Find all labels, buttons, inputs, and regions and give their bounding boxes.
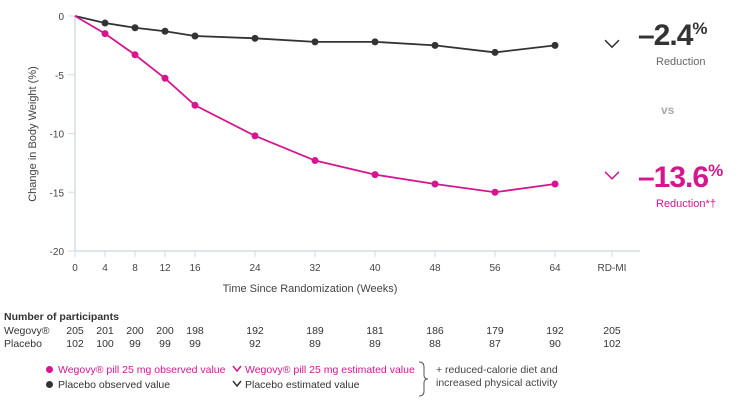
x-tick-label: 8 (132, 263, 138, 274)
legend-label: Placebo observed value (58, 379, 171, 391)
x-tick-label: 48 (429, 263, 441, 274)
data-point (101, 19, 109, 27)
series-line (74, 15, 556, 54)
y-tick-label: -5 (55, 71, 64, 82)
data-point (191, 101, 199, 109)
participants-count: 200 (156, 325, 174, 337)
vs-label: vs (661, 103, 675, 117)
note-line: increased physical activity (436, 377, 558, 389)
data-point (191, 32, 199, 40)
series-wegovy (74, 15, 620, 196)
legend-wegovy-observed: Wegovy® pill 25 mg observed value (46, 364, 225, 377)
participants-count: 89 (369, 338, 381, 350)
data-point (371, 171, 379, 179)
participants-count: 179 (486, 325, 504, 337)
x-tick-label: 12 (159, 263, 171, 274)
participants-count: 99 (189, 338, 201, 350)
participants-count: 205 (603, 325, 621, 337)
participants-row-label: Wegovy® (4, 325, 50, 337)
data-point (131, 51, 139, 59)
chevron-down-icon (232, 380, 242, 388)
data-point (251, 132, 259, 140)
participants-count: 205 (66, 325, 84, 337)
wegovy-reduction-label: Reduction*† (656, 198, 716, 210)
data-point (161, 27, 169, 35)
percent-sign: % (692, 19, 707, 38)
series-placebo (74, 15, 620, 56)
x-tick-label: 64 (549, 263, 561, 274)
x-tick-label: 0 (72, 263, 78, 274)
legend-wegovy-estimated: Wegovy® pill 25 mg estimated value (232, 364, 415, 377)
legend-label: Wegovy® pill 25 mg estimated value (245, 364, 415, 376)
participants-count: 88 (429, 338, 441, 350)
x-tick-label: RD-MI (598, 263, 627, 274)
y-axis-label: Change in Body Weight (%) (27, 66, 39, 202)
participants-count: 92 (249, 338, 261, 350)
x-tick-label: 32 (309, 263, 321, 274)
participants-count: 189 (306, 325, 324, 337)
data-point (371, 38, 379, 46)
participants-count: 198 (186, 325, 204, 337)
note-line: + reduced-calorie diet and (436, 364, 558, 376)
data-point (431, 41, 439, 49)
participants-count: 99 (129, 338, 141, 350)
participants-count: 100 (96, 338, 114, 350)
placebo-reduction-value: –2.4% (638, 19, 708, 52)
y-tick-label: 0 (58, 12, 64, 23)
participants-count: 89 (309, 338, 321, 350)
estimated-chevron-marker (604, 171, 620, 180)
participants-count: 90 (549, 338, 561, 350)
data-point (311, 157, 319, 165)
participants-count: 186 (426, 325, 444, 337)
x-tick-label: 40 (369, 263, 381, 274)
brace-icon (418, 361, 429, 397)
x-tick-label: 56 (489, 263, 501, 274)
wegovy-value-text: –13.6 (638, 161, 709, 194)
placebo-value-text: –2.4 (638, 19, 693, 52)
participants-count: 87 (489, 338, 501, 350)
data-point (491, 188, 499, 196)
x-tick-label: 4 (102, 263, 108, 274)
data-point (551, 41, 559, 49)
participants-count: 200 (126, 325, 144, 337)
participants-count: 192 (546, 325, 564, 337)
data-point (251, 34, 259, 42)
legend-placebo-observed: Placebo observed value (46, 379, 170, 392)
dot-marker-icon (46, 381, 53, 388)
y-tick-label: -20 (50, 247, 65, 258)
participants-count: 192 (246, 325, 264, 337)
placebo-reduction-label: Reduction (656, 56, 706, 68)
participants-title: Number of participants (4, 311, 119, 323)
data-point (551, 180, 559, 188)
participants-count: 201 (96, 325, 114, 337)
participants-count: 102 (66, 338, 84, 350)
estimated-chevron-marker (604, 39, 620, 49)
legend-placebo-estimated: Placebo estimated value (232, 379, 359, 392)
data-point (101, 30, 109, 38)
legend-label: Wegovy® pill 25 mg observed value (58, 364, 226, 376)
percent-sign: % (708, 161, 723, 180)
y-tick-label: -15 (50, 188, 65, 199)
wegovy-reduction-value: –13.6% (638, 161, 723, 194)
legend-note: + reduced-calorie diet and increased phys… (436, 364, 558, 390)
x-tick-label: 16 (189, 263, 201, 274)
data-point (131, 24, 139, 32)
data-point (431, 180, 439, 188)
x-axis-label: Time Since Randomization (Weeks) (223, 283, 398, 295)
data-point (311, 38, 319, 46)
chevron-down-icon (232, 365, 242, 373)
participants-count: 181 (366, 325, 384, 337)
data-point (491, 48, 499, 56)
participants-count: 99 (159, 338, 171, 350)
x-tick-label: 24 (249, 263, 261, 274)
data-point (161, 74, 169, 82)
participants-row-label: Placebo (4, 338, 42, 350)
y-tick-label: -10 (50, 130, 65, 141)
legend-label: Placebo estimated value (245, 379, 360, 391)
participants-count: 102 (603, 338, 621, 350)
line-chart: 0-5-10-15-200 4 8 12 16 24 32 40 48 56 64 RD-MITime… (27, 12, 640, 295)
dot-marker-icon (46, 366, 53, 373)
